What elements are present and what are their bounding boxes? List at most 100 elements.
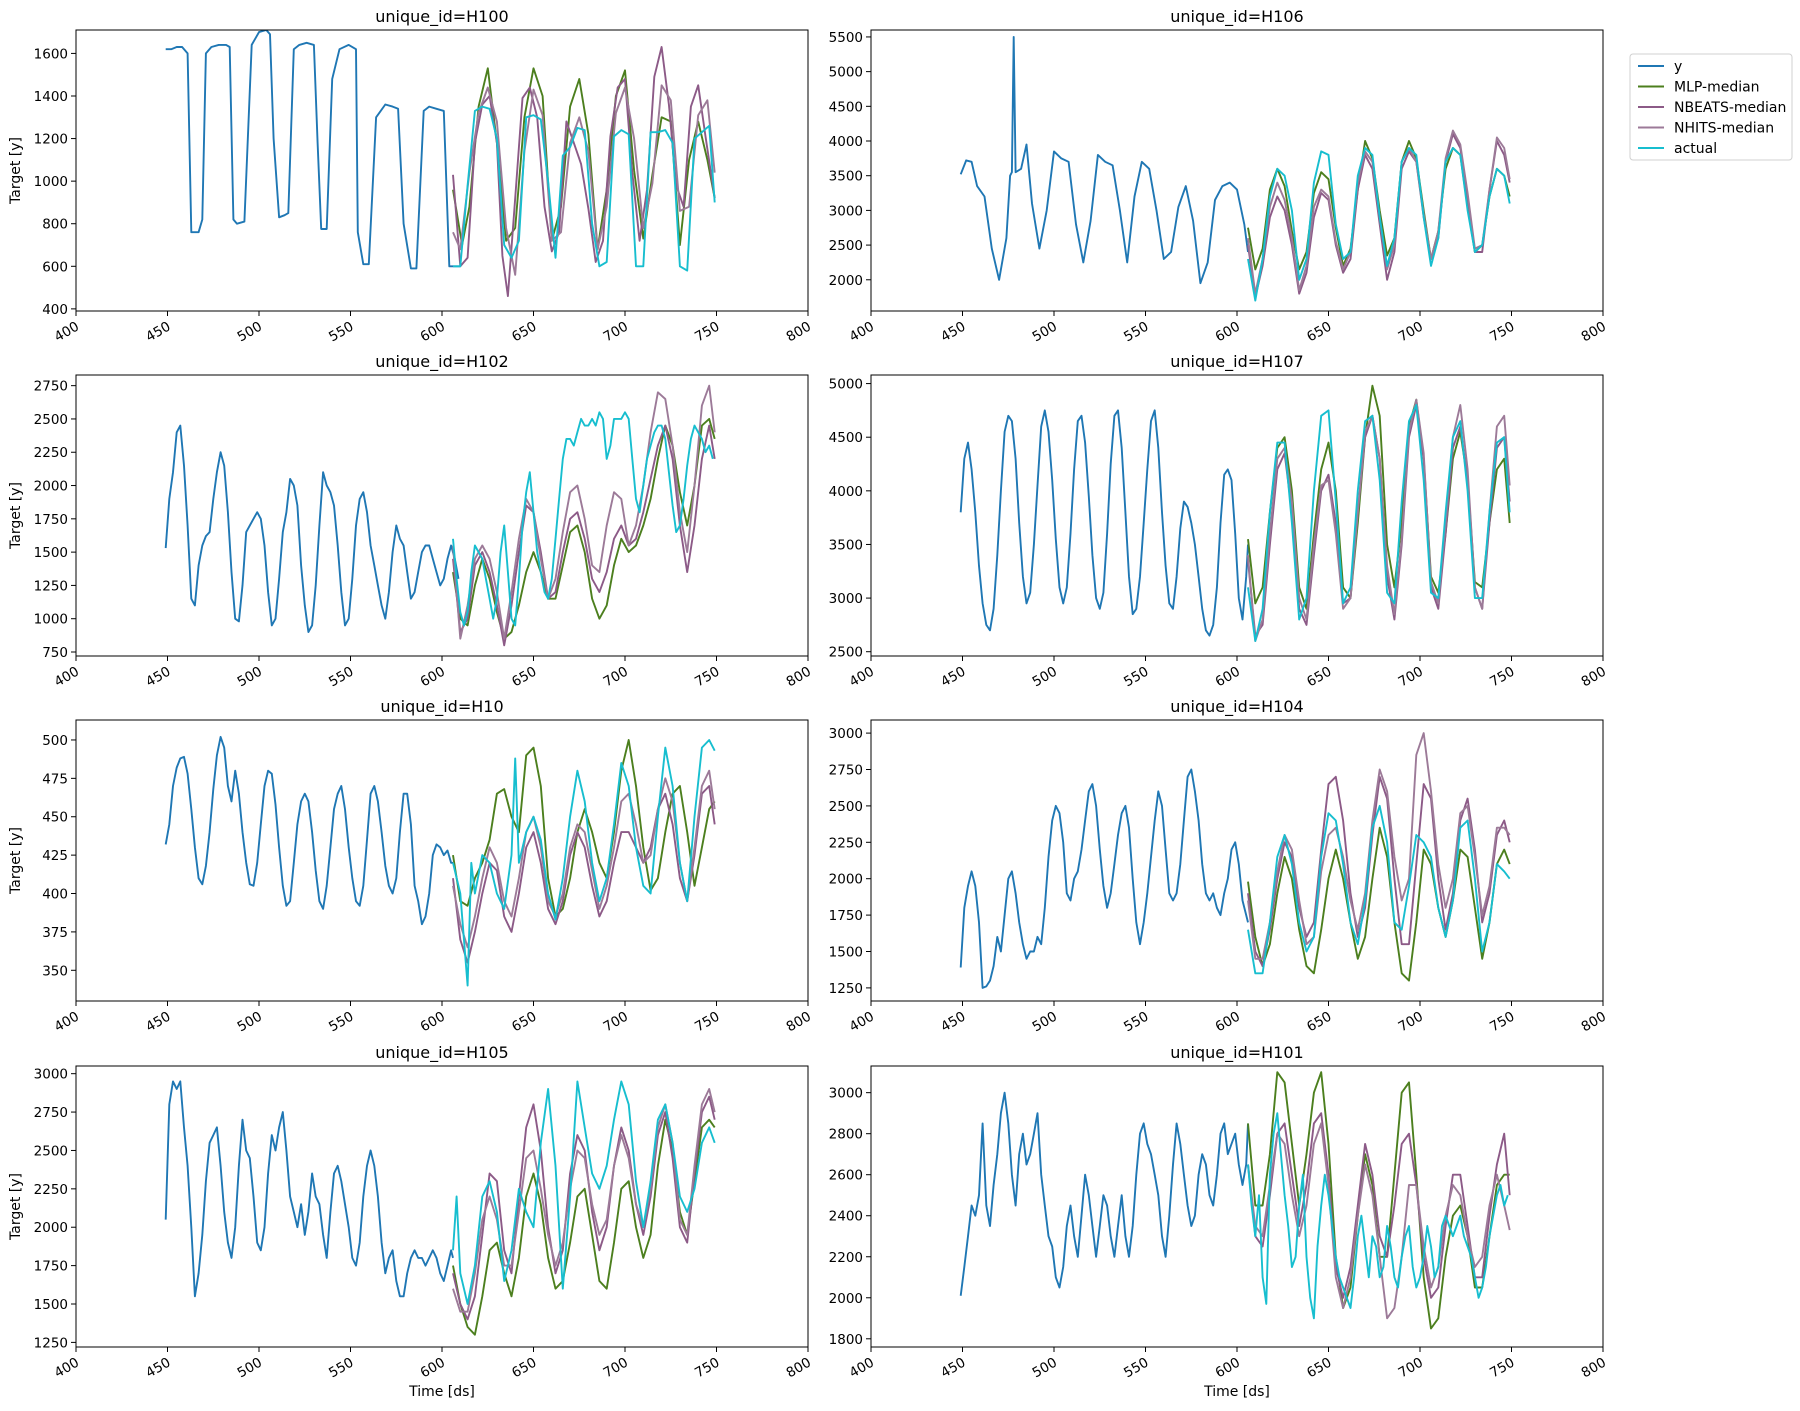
x-tick-label: 550 (1121, 1009, 1151, 1036)
x-tick-label: 700 (1396, 664, 1426, 691)
y-tick-label: 400 (42, 887, 68, 903)
subplot-unique-id-h102: unique_id=H102 400 450 500 550 600 650 700 750 80… (8, 352, 814, 690)
x-tick-label: 500 (235, 1355, 265, 1382)
series-group (959, 384, 1511, 642)
x-tick-label: 500 (235, 319, 265, 346)
y-tick-label: 5000 (829, 65, 863, 81)
y-tick-label: 350 (42, 963, 68, 979)
series-line-y (959, 35, 1249, 285)
x-tick-label: 500 (235, 664, 265, 691)
x-tick-label: 600 (418, 1355, 448, 1382)
y-tick-label: 4000 (829, 484, 863, 500)
x-tick-label: 750 (1487, 1009, 1517, 1036)
y-tick-label: 2500 (829, 645, 863, 661)
y-tick-label: 2750 (34, 1105, 68, 1121)
x-tick-label: 750 (692, 319, 722, 346)
x-axis-label: Time [ds] (1203, 1384, 1270, 1400)
x-tick-label: 500 (1030, 664, 1060, 691)
y-tick-label: 5500 (829, 30, 863, 46)
y-tick-label: 1500 (34, 545, 68, 561)
y-axis-label: Target [y] (8, 137, 24, 205)
x-tick-label: 650 (509, 1009, 539, 1036)
series-line-y (959, 1091, 1249, 1296)
x-tick-label: 550 (1121, 664, 1151, 691)
x-tick-label: 750 (1487, 664, 1517, 691)
y-tick-label: 2250 (829, 835, 863, 851)
x-tick-label: 800 (784, 1355, 814, 1382)
y-tick-label: 1250 (34, 1335, 68, 1351)
x-tick-label: 550 (326, 1355, 356, 1382)
x-tick-label: 800 (1579, 1355, 1609, 1382)
y-tick-label: 2000 (829, 872, 863, 888)
x-tick-label: 450 (938, 319, 968, 346)
y-axis-label: Target [y] (8, 827, 24, 895)
x-axis-label: Time [ds] (408, 1384, 475, 1400)
y-tick-label: 4500 (829, 430, 863, 446)
series-line-nbeats-median (452, 46, 716, 298)
x-tick-label: 650 (1304, 319, 1334, 346)
x-tick-label: 650 (509, 664, 539, 691)
x-tick-label: 550 (326, 664, 356, 691)
series-line-nbeats-median (1247, 775, 1511, 968)
legend-label-actual: actual (1674, 141, 1717, 157)
x-tick-label: 600 (418, 1009, 448, 1036)
x-tick-label: 400 (52, 1355, 82, 1382)
x-tick-label: 600 (1213, 1355, 1243, 1382)
y-tick-label: 1750 (34, 1259, 68, 1275)
series-line-nhits-median (1247, 1122, 1511, 1320)
series-line-actual (1247, 1112, 1509, 1320)
x-tick-label: 700 (601, 1355, 631, 1382)
y-tick-label: 3500 (829, 169, 863, 185)
y-tick-label: 3000 (829, 1086, 863, 1102)
series-line-mlp-median (1247, 826, 1511, 982)
x-tick-label: 450 (938, 1009, 968, 1036)
x-tick-label: 800 (784, 319, 814, 346)
y-tick-label: 1500 (829, 944, 863, 960)
subplot-title: unique_id=H100 (375, 7, 508, 27)
series-line-y (164, 424, 460, 633)
x-tick-label: 450 (938, 1355, 968, 1382)
y-axis-label: Target [y] (8, 482, 24, 550)
y-tick-label: 2500 (34, 412, 68, 428)
series-line-mlp-median (1247, 384, 1511, 610)
subplot-unique-id-h10: unique_id=H10 400 450 500 550 600 650 700 750 800… (8, 697, 814, 1035)
y-tick-label: 500 (42, 733, 68, 749)
x-tick-label: 450 (938, 664, 968, 691)
subplot-unique-id-h101: unique_id=H101 400 450 500 550 600 650 700 750 80… (829, 1043, 1609, 1400)
x-tick-label: 700 (601, 664, 631, 691)
y-tick-label: 2000 (34, 479, 68, 495)
series-line-actual (1247, 404, 1511, 642)
x-tick-label: 400 (52, 664, 82, 691)
subplot-title: unique_id=H102 (375, 352, 508, 372)
y-tick-label: 3500 (829, 537, 863, 553)
x-tick-label: 400 (847, 1009, 877, 1036)
legend-label-mlp-median: MLP-median (1674, 80, 1760, 96)
x-tick-label: 800 (1579, 1009, 1609, 1036)
series-line-y (164, 735, 453, 926)
y-tick-label: 475 (42, 771, 68, 787)
y-tick-label: 3000 (34, 1067, 68, 1083)
y-tick-label: 1750 (829, 908, 863, 924)
x-tick-label: 700 (601, 319, 631, 346)
series-line-actual (1247, 804, 1511, 975)
axes-frame (75, 29, 809, 312)
series-line-actual (453, 105, 716, 272)
x-tick-label: 750 (1487, 319, 1517, 346)
x-tick-label: 750 (692, 1009, 722, 1036)
series-line-actual (452, 739, 716, 987)
y-tick-label: 450 (42, 810, 68, 826)
series-group (165, 30, 716, 298)
series-line-y (164, 1080, 454, 1298)
x-tick-label: 550 (326, 1009, 356, 1036)
y-tick-label: 4500 (829, 99, 863, 115)
series-line-actual (452, 1080, 716, 1305)
x-tick-label: 600 (1213, 319, 1243, 346)
y-tick-label: 1600 (34, 46, 68, 62)
series-group (164, 735, 716, 987)
series-line-nbeats-median (1247, 1112, 1511, 1299)
series-group (959, 1071, 1511, 1330)
series-line-nhits-median (452, 769, 716, 949)
axes-frame (870, 374, 1604, 657)
y-tick-label: 5000 (829, 377, 863, 393)
legend-label-nhits-median: NHITS-median (1674, 121, 1774, 137)
